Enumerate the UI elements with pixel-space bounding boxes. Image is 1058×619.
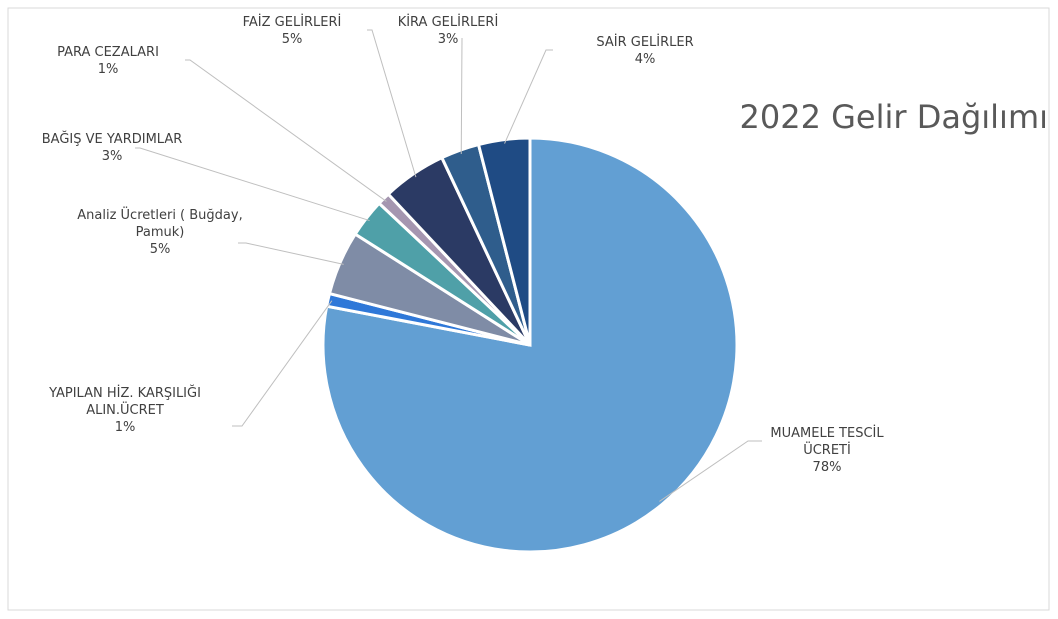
value-label: 3%: [437, 32, 459, 47]
chart-title: 2022 Gelir Dağılımı: [739, 98, 1049, 136]
category-label: YAPILAN HİZ. KARŞILIĞI ALIN.ÜCRET: [49, 386, 201, 418]
leader-line: [460, 37, 463, 155]
data-label: SAİR GELİRLER 4%: [570, 34, 720, 68]
value-label: 5%: [281, 32, 303, 47]
leader-line: [232, 300, 333, 427]
leader-line: [367, 29, 417, 178]
category-label: Analiz Ücretleri ( Buğday, Pamuk): [77, 208, 243, 240]
data-label: Analiz Ücretleri ( Buğday, Pamuk) 5%: [75, 207, 245, 258]
category-label: BAĞIŞ VE YARDIMLAR: [41, 132, 183, 147]
data-label: BAĞIŞ VE YARDIMLAR 3%: [0, 131, 227, 165]
pie-slice: [476, 136, 532, 346]
data-label: KİRA GELİRLERİ 3%: [373, 14, 523, 48]
category-label: KİRA GELİRLERİ: [397, 15, 499, 30]
data-label: PARA CEZALARI 1%: [23, 44, 193, 78]
leader-line: [659, 440, 762, 502]
leader-line: [238, 242, 344, 265]
leader-line: [135, 147, 370, 222]
category-label: PARA CEZALARI: [57, 45, 159, 60]
leader-line: [504, 49, 553, 144]
value-label: 1%: [97, 62, 119, 77]
data-label: MUAMELE TESCİL ÜCRETİ 78%: [752, 425, 902, 476]
value-label: 78%: [812, 460, 842, 475]
value-label: 3%: [101, 149, 123, 164]
leader-line: [185, 59, 387, 202]
data-label: YAPILAN HİZ. KARŞILIĞI ALIN.ÜCRET 1%: [20, 385, 230, 436]
value-label: 1%: [114, 420, 136, 435]
category-label: FAİZ GELİRLERİ: [242, 15, 342, 30]
data-label: FAİZ GELİRLERİ 5%: [222, 14, 362, 48]
category-label: MUAMELE TESCİL ÜCRETİ: [770, 426, 884, 458]
value-label: 5%: [149, 242, 171, 257]
category-label: SAİR GELİRLER: [596, 35, 694, 50]
value-label: 4%: [634, 52, 656, 67]
